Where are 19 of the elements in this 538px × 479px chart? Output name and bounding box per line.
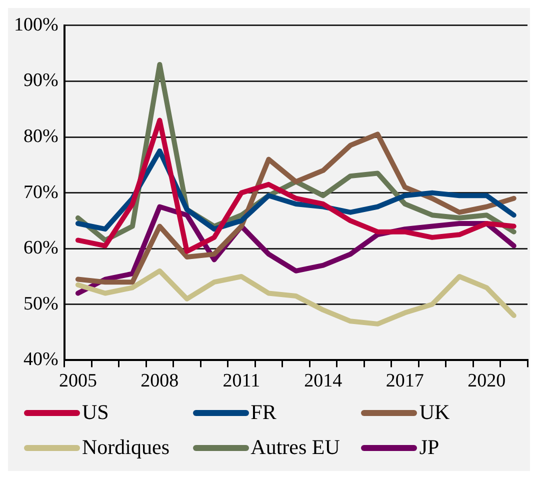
x-tick-label: 2011 [222,370,260,392]
y-tick-label: 70% [24,182,58,203]
legend-label: JP [419,435,440,460]
legend-label: Autres EU [250,435,340,460]
x-tick-label: 2008 [140,370,179,392]
y-tick-label: 40% [24,349,58,370]
y-tick-label: 100% [14,14,58,36]
x-tick-label: 2017 [386,370,424,392]
legend-label: UK [419,400,450,425]
x-tick-label: 2005 [58,370,97,392]
y-tick-label: 60% [24,238,58,259]
legend-label: FR [250,400,276,425]
legend-label: US [82,400,109,425]
x-tick-label: 2014 [304,370,343,392]
y-tick-label: 50% [24,293,58,314]
y-tick-label: 80% [24,126,58,147]
legend-label: Nordiques [82,435,170,460]
x-tick-label: 2020 [468,370,506,392]
y-tick-label: 90% [24,70,58,92]
